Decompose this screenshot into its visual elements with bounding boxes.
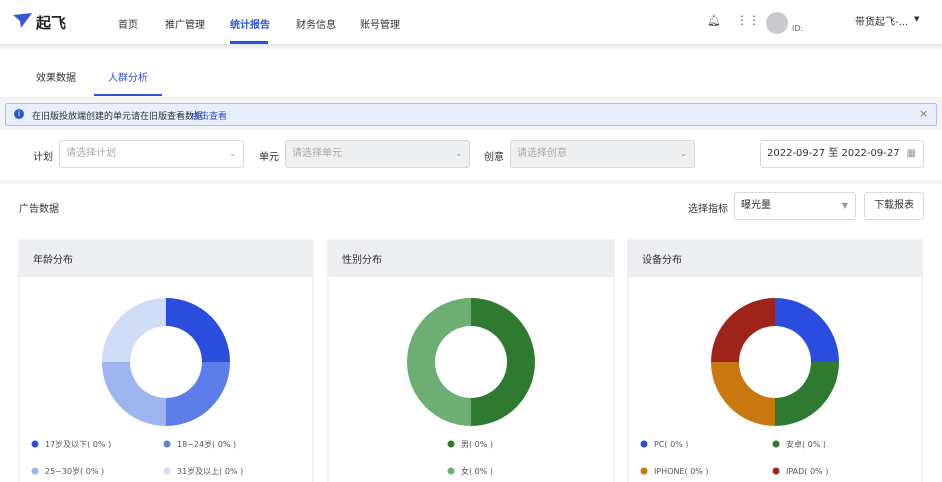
notice-text: 在旧版投放端创建的单元请在旧版查看数据 xyxy=(32,112,204,122)
donut-segment xyxy=(166,362,230,426)
notice-close[interactable]: × xyxy=(919,107,929,120)
bell-icon[interactable]: 🔔︎ xyxy=(707,14,721,27)
nav-item[interactable]: 财务信息 xyxy=(296,20,336,31)
nav-item[interactable]: 推广管理 xyxy=(165,20,205,31)
filter-placeholder: 请选择单元 xyxy=(292,148,342,159)
donut-segment xyxy=(102,298,166,362)
legend-swatch xyxy=(31,467,39,475)
donut-segment xyxy=(775,362,839,426)
nav-bar: 起飞 🔔︎ ⋮⋮ ID: 带货起飞-... ▼ 首页 推广管理 统计报告 财务信息 账号… xyxy=(0,0,942,44)
filter-placeholder: 请选择计划 xyxy=(66,148,116,159)
card-title: 设备分布 xyxy=(642,253,682,266)
avatar[interactable] xyxy=(766,12,788,34)
legend-label: 女( 0% ) xyxy=(461,466,493,476)
nav-item[interactable]: 首页 xyxy=(118,20,138,31)
donut-segment xyxy=(471,298,535,426)
legend-swatch xyxy=(163,467,171,475)
logo-text: 起飞 xyxy=(36,14,67,32)
legend-label: 18~24岁( 0% ) xyxy=(177,439,236,449)
donut-segment xyxy=(102,362,166,426)
user-name[interactable]: 带货起飞-... xyxy=(855,17,909,28)
filter-caret: ⌄ xyxy=(455,149,462,158)
donut-segment xyxy=(407,298,471,426)
card-header xyxy=(628,240,922,277)
card-title: 性别分布 xyxy=(342,253,382,266)
filter-placeholder: 请选择创意 xyxy=(517,148,567,159)
legend-label: 25~30岁( 0% ) xyxy=(45,466,104,476)
filter-select: 请选择创意 ⌄ xyxy=(510,140,695,168)
date-picker[interactable]: 2022-09-27 至 2022-09-27 ▦ xyxy=(760,140,924,168)
donut-segment xyxy=(711,298,775,362)
card-header xyxy=(328,240,614,277)
notice-link[interactable]: 点击查看 xyxy=(191,112,228,122)
metric-value: 曝光量 xyxy=(741,200,771,211)
legend-swatch xyxy=(772,440,780,448)
legend-swatch xyxy=(640,467,648,475)
nav-item[interactable]: 账号管理 xyxy=(360,20,400,31)
legend-label: 男( 0% ) xyxy=(461,440,493,449)
filter-bar: 2022-09-27 至 2022-09-27 ▦ 计划 请选择计划 ⌄ 单元 请选择单元… xyxy=(0,130,942,180)
nav-underline xyxy=(230,41,268,44)
logo-icon xyxy=(13,13,32,28)
tab-bar: 效果数据 人群分析 xyxy=(0,49,942,97)
nav-item[interactable]: 统计报告 xyxy=(230,20,270,31)
filter-label: 计划 xyxy=(33,152,53,163)
card-title: 年龄分布 xyxy=(33,253,73,266)
filter-caret: ⌄ xyxy=(229,149,236,158)
filter-label: 创意 xyxy=(484,152,504,163)
info-icon: i xyxy=(14,109,24,119)
donut-segment xyxy=(166,298,230,362)
legend-swatch xyxy=(447,467,455,475)
legend-label: 安卓( 0% ) xyxy=(786,439,826,449)
legend-swatch xyxy=(640,440,648,448)
legend-label: 17岁及以下( 0% ) xyxy=(45,439,111,449)
legend-swatch xyxy=(163,440,171,448)
notice: i 在旧版投放端创建的单元请在旧版查看数据 点击查看 × xyxy=(5,103,937,126)
apps-icon[interactable]: ⋮⋮ xyxy=(736,13,760,27)
metric-label: 选择指标 xyxy=(688,204,728,215)
metric-select[interactable]: 曝光量 ▼ xyxy=(734,192,856,220)
legend-label: IPAD( 0% ) xyxy=(786,467,828,476)
legend-label: IPHONE( 0% ) xyxy=(654,467,709,476)
section-title: 广告数据 xyxy=(19,204,59,215)
legend-swatch xyxy=(772,467,780,475)
tab[interactable]: 效果数据 xyxy=(36,73,76,84)
filter-select[interactable]: 请选择计划 ⌄ xyxy=(59,140,244,168)
legend-swatch xyxy=(447,440,455,448)
legend-label: 31岁及以上( 0% ) xyxy=(177,466,243,476)
user-id: ID: xyxy=(792,24,804,33)
legend-label: PC( 0% ) xyxy=(654,440,688,449)
donut-segment xyxy=(775,298,839,362)
tab-underline xyxy=(94,94,162,96)
filter-select: 请选择单元 ⌄ xyxy=(285,140,470,168)
user-caret[interactable]: ▼ xyxy=(914,15,920,23)
tab[interactable]: 人群分析 xyxy=(108,73,148,84)
card-header xyxy=(19,240,313,277)
filter-label: 单元 xyxy=(259,152,279,163)
legend-swatch xyxy=(31,440,39,448)
date-text: 2022-09-27 至 2022-09-27 xyxy=(767,148,900,159)
filter-caret: ⌄ xyxy=(680,149,687,158)
download-button[interactable]: 下载报表 xyxy=(864,192,924,220)
donut-segment xyxy=(711,362,775,426)
